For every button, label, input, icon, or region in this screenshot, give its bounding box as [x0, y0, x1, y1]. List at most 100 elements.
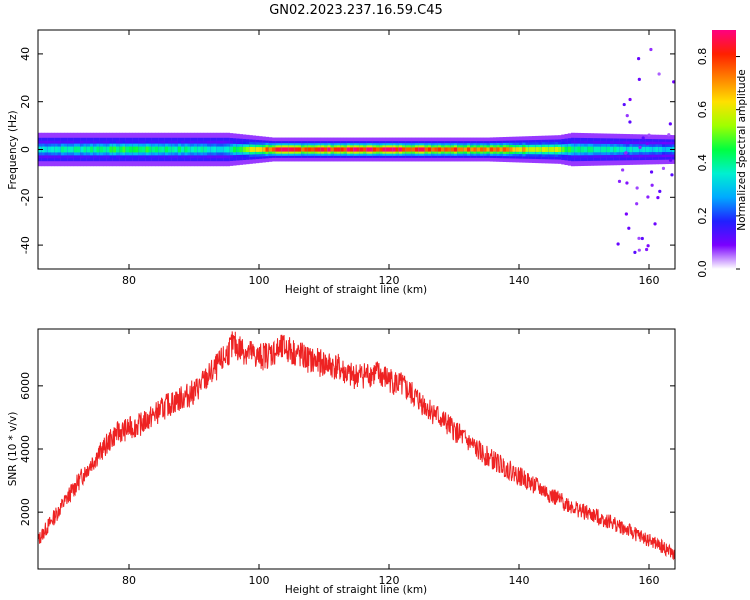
spectrogram-cell — [558, 146, 562, 153]
spectrogram-cell — [444, 147, 448, 152]
spectrogram-cell — [402, 147, 406, 152]
spectrogram-cell — [489, 147, 494, 152]
spectrogram-cell — [395, 147, 400, 152]
spectrogram-cell — [106, 146, 110, 153]
spectrogram-speckle — [661, 166, 666, 171]
spectrogram-cell — [476, 147, 481, 152]
spectrogram-cell — [51, 146, 55, 153]
spectrogram-cell — [285, 147, 289, 152]
spectrogram-cell — [340, 147, 344, 152]
colorbar-gradient — [712, 30, 736, 269]
x-tick-label: 160 — [639, 274, 660, 287]
spectrogram-cell — [64, 146, 68, 153]
spectrogram-speckle — [658, 189, 662, 193]
spectrogram-cell — [408, 147, 413, 152]
spectrogram-cell — [151, 146, 156, 153]
spectrogram-cell — [194, 146, 198, 153]
spectrogram-cell — [346, 147, 351, 152]
spectrogram-cell — [645, 146, 650, 153]
spectrogram-cell — [376, 147, 380, 152]
spectrogram-cell — [246, 146, 250, 153]
spectrogram-cell — [359, 147, 364, 152]
spectrogram-cell — [44, 146, 49, 153]
spectrogram-cell — [168, 146, 172, 153]
snr-y-ticks: 2000 4000 6000 — [19, 372, 675, 526]
spectrogram-cell — [597, 146, 601, 153]
spectrogram-cell — [184, 146, 188, 153]
spectrogram-speckle — [646, 195, 650, 199]
spectrogram-cell — [366, 147, 370, 152]
spectrogram-cell — [392, 147, 396, 152]
spectrogram-speckle — [637, 77, 641, 81]
spectrogram-cell — [294, 147, 299, 152]
spectrogram-cell — [483, 147, 487, 152]
spectrogram-cell — [70, 146, 75, 153]
spectrogram-cell — [47, 146, 52, 153]
spectrogram-cell — [116, 146, 120, 153]
spectrogram-cell — [314, 147, 318, 152]
spectrogram-cell — [658, 146, 663, 153]
spectrogram-y-label: Frequency (Hz) — [7, 110, 19, 189]
spectrogram-speckle — [633, 250, 637, 255]
spectrogram-cell — [538, 147, 543, 152]
spectrogram-cell — [564, 146, 569, 153]
spectrogram-cell — [506, 147, 510, 152]
y-tick-label: 40 — [19, 47, 32, 61]
spectrogram-speckle — [667, 133, 671, 137]
spectrogram-cell — [548, 147, 552, 152]
colorbar-tick-label: 0.8 — [696, 48, 709, 66]
spectrogram-y-ticks: -40 -20 0 20 40 — [19, 47, 675, 254]
spectrogram-cell — [190, 146, 195, 153]
spectrogram-cell — [496, 147, 500, 152]
spectrogram-cell — [304, 147, 309, 152]
spectrogram-x-label: Height of straight line (km) — [285, 284, 427, 296]
spectrogram-cell — [541, 147, 546, 152]
spectrogram-cell — [642, 146, 647, 153]
spectrogram-cell — [327, 147, 331, 152]
spectrogram-cell — [502, 147, 507, 152]
y-tick-label: 6000 — [19, 372, 32, 400]
spectrogram-cell — [262, 147, 266, 152]
spectrogram-cell — [255, 147, 260, 152]
spectrogram-cell — [551, 147, 556, 152]
spectrogram-speckle — [668, 122, 672, 126]
y-tick-label: 20 — [19, 95, 32, 109]
spectrogram-cell — [519, 147, 523, 152]
spectrogram-cell — [145, 146, 149, 153]
spectrogram-cell — [398, 147, 403, 152]
spectrogram-speckle — [657, 72, 661, 76]
spectrogram-cell — [428, 147, 432, 152]
spectrogram-panel: 80 100 120 140 160 -40 -20 0 20 40 Height of str… — [7, 29, 676, 296]
spectrogram-cell — [333, 147, 338, 152]
spectrogram-cell — [528, 147, 533, 152]
spectrogram-cell — [457, 147, 461, 152]
spectrogram-speckle — [668, 158, 673, 162]
spectrogram-cell — [125, 146, 130, 153]
spectrogram-cell — [437, 147, 442, 152]
spectrogram-cell — [272, 147, 276, 152]
spectrogram-cell — [447, 147, 452, 152]
spectrogram-cell — [249, 146, 253, 153]
spectrogram-speckle — [646, 244, 650, 248]
spectrogram-speckle — [670, 173, 674, 177]
spectrogram-cell — [161, 146, 166, 153]
spectrogram-cell — [142, 146, 146, 153]
spectrogram-cell — [83, 146, 88, 153]
spectrogram-speckle — [616, 242, 620, 246]
spectrogram-cell — [343, 147, 348, 152]
spectrogram-cell — [665, 146, 669, 153]
spectrogram-cell — [54, 146, 58, 153]
colorbar-label: Normalized spectral amplitude — [736, 69, 748, 230]
spectrogram-cell — [207, 146, 211, 153]
spectrogram-cell — [112, 146, 117, 153]
x-tick-label: 160 — [639, 574, 660, 587]
spectrogram-cell — [632, 146, 637, 153]
colorbar-tick-label: 0.6 — [696, 101, 709, 119]
spectrogram-cell — [41, 146, 45, 153]
spectrogram-cell — [229, 146, 234, 153]
spectrogram-cell — [86, 146, 91, 153]
spectrogram-speckle — [624, 212, 628, 216]
spectrogram-speckle — [640, 236, 644, 241]
spectrogram-cell — [291, 147, 296, 152]
spectrogram-cell — [385, 147, 390, 152]
